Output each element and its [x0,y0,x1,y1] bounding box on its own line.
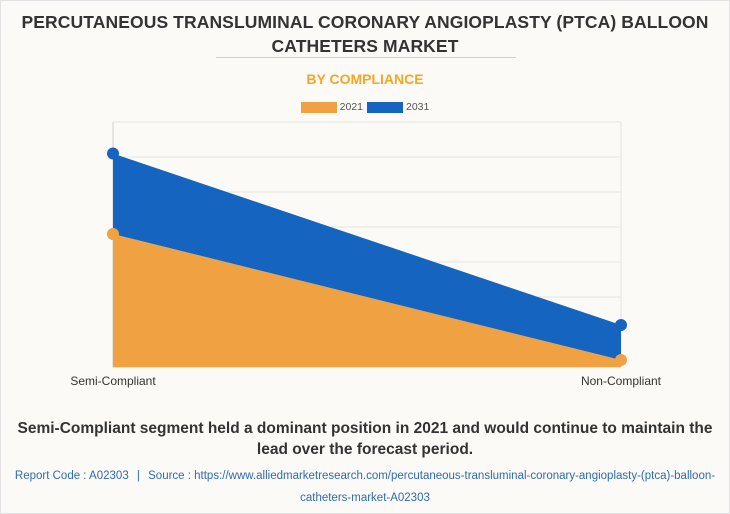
legend-swatch-2021 [300,101,337,113]
point-2021-semi-compliant [107,228,119,240]
source-link[interactable]: Source : https://www.alliedmarketresearc… [148,470,716,504]
area-series-2031 [113,153,621,360]
point-2031-non-compliant [615,319,627,331]
x-axis-labels: Semi-Compliant Non-Compliant [70,374,661,388]
point-2031-semi-compliant [107,147,119,160]
area-series-2021 [113,234,621,367]
point-2021-non-compliant [615,354,627,366]
x-label-semi-compliant: Semi-Compliant [70,374,156,388]
x-label-non-compliant: Non-Compliant [581,374,662,388]
legend-item-2021[interactable]: 2021 [300,101,363,113]
legend-swatch-2031 [367,101,403,113]
legend-label-2021: 2021 [339,101,363,113]
series-points [107,147,627,366]
source-line: Report Code : A02303 | Source : https://… [10,465,720,509]
legend-item-2031[interactable]: 2031 [367,101,429,113]
series-areas [113,153,621,367]
chart-summary: Semi-Compliant segment held a dominant p… [17,420,713,458]
report-code: Report Code : A02303 [14,470,129,482]
chart-title: PERCUTANEOUS TRANSLUMINAL CORONARY ANGIO… [21,12,709,56]
legend-label-2031: 2031 [406,101,430,113]
source-separator: | [136,470,140,482]
area-chart: Semi-Compliant Non-Compliant [70,121,662,388]
title-divider [216,57,516,58]
legend: 2021 2031 [0,101,730,113]
chart-subtitle: BY COMPLIANCE [306,71,424,87]
